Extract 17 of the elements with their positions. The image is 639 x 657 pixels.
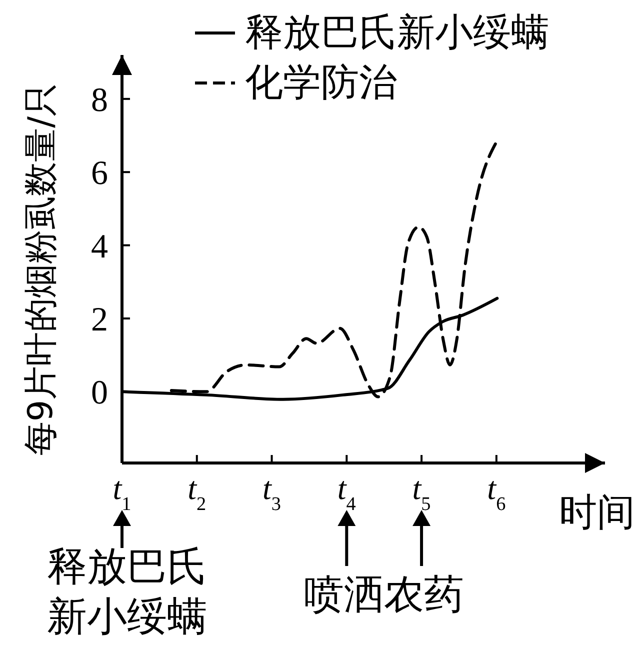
x-tick-label: t$_{1}$ bbox=[112, 470, 132, 514]
x-tick-label: t$_{2}$ bbox=[188, 470, 206, 514]
legend-label: 释放巴氏新小绥螨 bbox=[245, 10, 549, 54]
legend-label: 化学防治 bbox=[245, 60, 397, 104]
text: 释放巴氏新小绥螨 bbox=[47, 544, 207, 640]
y-tick-label: 4 bbox=[91, 228, 108, 266]
x-axis-title: 时间 bbox=[559, 490, 635, 534]
y-axis-title: 每9片叶的烟粉虱数量/只 bbox=[21, 82, 61, 456]
x-tick-label: t$_{4}$ bbox=[337, 470, 356, 514]
y-tick-label: 2 bbox=[91, 301, 108, 338]
x-tick-label: t$_{3}$ bbox=[262, 470, 282, 514]
y-tick-label: 0 bbox=[91, 374, 108, 412]
x-tick-label: t$_{6}$ bbox=[487, 470, 506, 514]
y-tick-label: 8 bbox=[91, 82, 108, 119]
x-tick-label: t$_{5}$ bbox=[412, 470, 431, 514]
text: 喷洒农药 bbox=[304, 572, 464, 618]
y-tick-label: 6 bbox=[91, 155, 108, 192]
